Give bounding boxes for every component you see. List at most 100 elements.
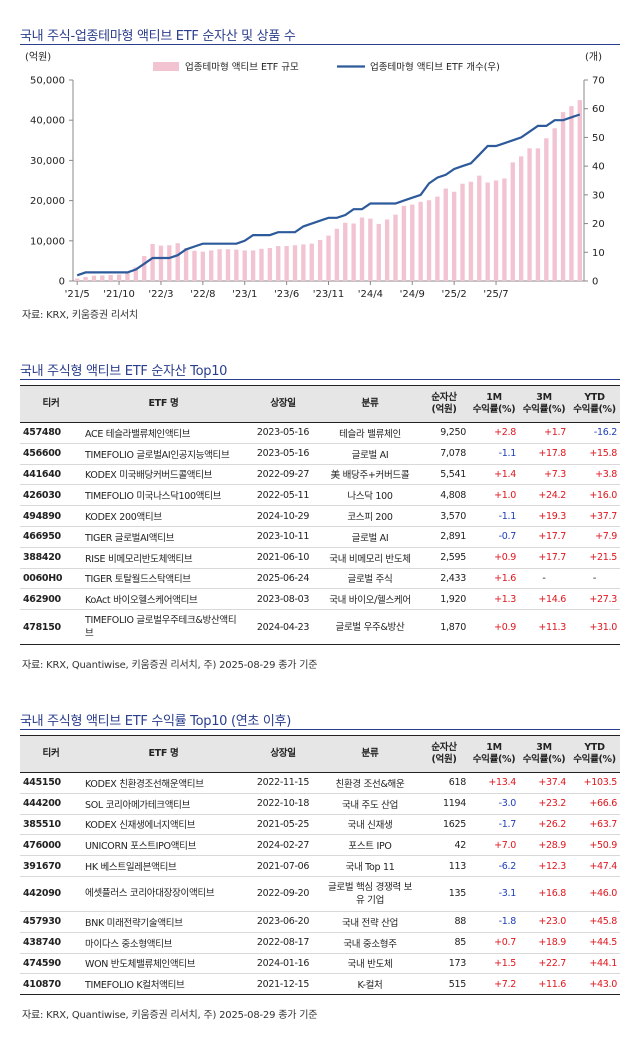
aum-bar: [200, 251, 206, 281]
etf-name-cell: 마이다스 중소형액티브: [82, 932, 245, 954]
aum-bar: [334, 228, 340, 281]
aum-bar: [468, 181, 474, 281]
ticker-cell: 478150: [20, 609, 82, 646]
etf-name-cell: RISE 비메모리반도체액티브: [82, 547, 245, 569]
return-ytd-cell: +103.5: [569, 772, 620, 794]
etf-name-cell: HK 베스트일레븐액티브: [82, 855, 245, 877]
ticker-cell: 444200: [20, 793, 82, 815]
listing-date-cell: 2023-06-20: [245, 911, 321, 933]
aum-bar: [569, 106, 574, 281]
return-3m-cell: +1.7: [519, 422, 569, 444]
column-header-label: 수익률(%): [522, 404, 566, 415]
table-row: 441640 KODEX 미국배당커버드콜액티브 2022-09-27 美 배당주+커…: [20, 464, 620, 486]
aum-bar: [133, 267, 139, 281]
y2-tick-label: 10: [592, 248, 605, 259]
table-row: 457930 BNK 미래전략기술액티브 2023-06-20 국내 전략 산업 88-…: [20, 911, 620, 933]
listing-date-cell: 2021-07-06: [245, 855, 321, 877]
table-row: 442090 에셋플러스 코리아대장장이액티브 2022-09-20 글로벌 핵심 경…: [20, 876, 620, 912]
category-cell: 글로벌 AI: [321, 526, 419, 548]
column-header-label: 수익률(%): [573, 754, 616, 765]
aum-cell: 135: [419, 876, 469, 912]
aum-cell: 515: [419, 973, 469, 996]
return-ytd-cell: +37.7: [569, 505, 620, 527]
category-cell: 국내 신재생: [321, 814, 419, 836]
table-header-row: 티커 ETF 명 상장일 분류 순자산 (억원) 1M 수익률(%) 3M 수익률(%) YTD 수익…: [20, 385, 620, 423]
chart-title-rule: [20, 44, 620, 45]
table1-title: 국내 주식형 액티브 ETF 순자산 Top10: [20, 364, 228, 379]
aum-cell: 4,808: [419, 484, 469, 507]
aum-cell: 3,570: [419, 505, 469, 527]
y2-tick-label: 70: [592, 76, 605, 87]
column-header-label: (억원): [431, 404, 457, 415]
return-1m-cell: +1.6: [469, 568, 519, 590]
table2-title-rule: [20, 729, 620, 730]
aum-cell: 1,920: [419, 588, 469, 611]
table2-source: 자료: KRX, Quantiwise, 키움증권 리서치, 주) 2025-0…: [22, 1010, 318, 1021]
ticker-cell: 474590: [20, 953, 82, 975]
return-3m-cell: +28.9: [519, 834, 569, 857]
return-ytd-cell: +44.1: [569, 953, 620, 975]
column-header-label: 수익률(%): [573, 404, 616, 415]
aum-bar: [418, 201, 423, 281]
return-3m-cell: +17.7: [519, 526, 569, 548]
return-ytd-cell: +31.0: [569, 609, 620, 646]
x-tick-label: '23/11: [313, 289, 345, 300]
aum-bar: [326, 235, 331, 281]
aum-bar: [435, 196, 440, 281]
return-3m-cell: +23.0: [519, 911, 569, 933]
aum-bar: [259, 248, 264, 281]
x-tick-label: '23/1: [232, 289, 257, 300]
listing-date-cell: 2025-06-24: [245, 568, 321, 590]
aum-cell: 42: [419, 834, 469, 857]
return-1m-cell: +0.7: [469, 932, 519, 954]
return-1m-cell: -3.1: [469, 876, 519, 912]
x-tick-label: '24/9: [400, 289, 425, 300]
aum-bar: [292, 245, 298, 281]
return-ytd-cell: +66.6: [569, 793, 620, 815]
column-header-label: 티커: [42, 398, 60, 409]
return-1m-cell: +1.4: [469, 464, 519, 486]
etf-name-cell: KODEX 미국배당커버드콜액티브: [82, 464, 245, 486]
aum-bar: [485, 182, 490, 281]
table2-title: 국내 주식형 액티브 ETF 수익률 Top10 (연초 이후): [20, 714, 291, 729]
column-header-label: 분류: [361, 398, 379, 409]
etf-name-cell: 에셋플러스 코리아대장장이액티브: [82, 876, 245, 912]
aum-bar: [150, 244, 155, 281]
listing-date-cell: 2021-12-15: [245, 973, 321, 996]
etf-name-cell: WON 반도체밸류체인액티브: [82, 953, 245, 975]
aum-bar: [301, 244, 306, 281]
listing-date-cell: 2022-09-20: [245, 876, 321, 912]
y2-tick-label: 0: [592, 277, 598, 288]
ticker-cell: 445150: [20, 772, 82, 794]
return-3m-cell: +17.8: [519, 443, 569, 465]
aum-cell: 2,891: [419, 526, 469, 548]
aum-bar: [384, 219, 390, 281]
category-cell: 포스트 IPO: [321, 834, 419, 857]
aum-cell: 5,541: [419, 464, 469, 486]
table-row: 426030 TIMEFOLIO 미국나스닥100액티브 2022-05-11 나스닥…: [20, 484, 620, 507]
return-ytd-cell: +21.5: [569, 547, 620, 569]
x-tick-label: '23/6: [274, 289, 299, 300]
category-cell: 국내 바이오/헬스케어: [321, 588, 419, 611]
listing-date-cell: 2023-10-11: [245, 526, 321, 548]
aum-bar: [518, 156, 524, 281]
column-header: 상장일: [245, 385, 321, 423]
column-header-label: 수익률(%): [522, 754, 566, 765]
aum-bar: [175, 243, 180, 281]
aum-bar: [284, 246, 289, 281]
return-1m-cell: +1.3: [469, 588, 519, 611]
column-header-label: 수익률(%): [472, 754, 516, 765]
aum-bar: [183, 248, 189, 281]
y2-tick-label: 60: [592, 104, 605, 115]
listing-date-cell: 2022-09-27: [245, 464, 321, 486]
column-header-label: 1M: [486, 392, 502, 403]
return-3m-cell: +11.6: [519, 973, 569, 996]
etf-name-cell: TIMEFOLIO 글로벌우주테크&방산액티브: [82, 609, 245, 646]
aum-bar: [451, 191, 457, 281]
aum-bar: [276, 246, 281, 281]
column-header: 3M 수익률(%): [519, 385, 569, 423]
column-header: 1M 수익률(%): [469, 385, 519, 423]
x-tick-label: '21/5: [65, 289, 90, 300]
category-cell: 코스피 200: [321, 505, 419, 527]
aum-bar: [393, 214, 398, 281]
